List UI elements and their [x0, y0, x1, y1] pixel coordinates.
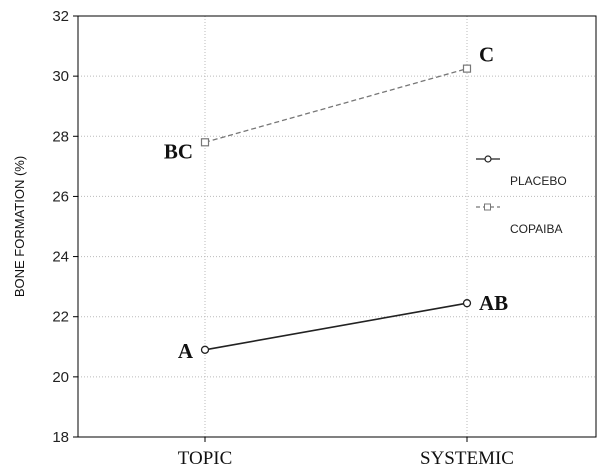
- series-line-placebo: [204, 302, 468, 351]
- data-point-marker: [200, 138, 210, 147]
- legend-label: COPAIBA: [510, 222, 562, 236]
- y-tick-label: 32: [52, 8, 69, 25]
- legend-marker: [484, 203, 491, 211]
- x-tick-label: SYSTEMIC: [420, 448, 514, 469]
- legend-label: PLACEBO: [510, 174, 567, 188]
- legend: PLACEBO COPAIBA: [476, 155, 567, 236]
- point-annotation-label: C: [479, 43, 494, 67]
- data-point-marker: [200, 345, 210, 354]
- x-axis: TOPIC SYSTEMIC: [178, 437, 514, 469]
- point-annotations: A AB BC C: [164, 43, 508, 363]
- x-tick-label: TOPIC: [178, 448, 233, 469]
- y-tick-label: 30: [52, 68, 69, 85]
- series: [200, 64, 472, 354]
- point-annotation-label: BC: [164, 139, 193, 163]
- y-tick-label: 20: [52, 369, 69, 386]
- y-tick-label: 22: [52, 309, 69, 326]
- data-point-marker: [462, 64, 472, 73]
- y-tick-label: 24: [52, 249, 69, 266]
- y-tick-label: 18: [52, 429, 69, 446]
- y-axis: 18 20 22 24 26 28 30 32: [52, 8, 78, 446]
- plot-area-frame: [77, 15, 597, 438]
- y-axis-label: BONE FORMATION (%): [12, 156, 27, 297]
- y-tick-label: 28: [52, 128, 69, 145]
- legend-marker: [484, 155, 492, 163]
- series-line-copaiba: [204, 67, 468, 143]
- point-annotation-label: AB: [479, 291, 508, 315]
- point-annotation-label: A: [178, 339, 194, 363]
- y-tick-label: 26: [52, 188, 69, 205]
- data-point-marker: [462, 299, 472, 308]
